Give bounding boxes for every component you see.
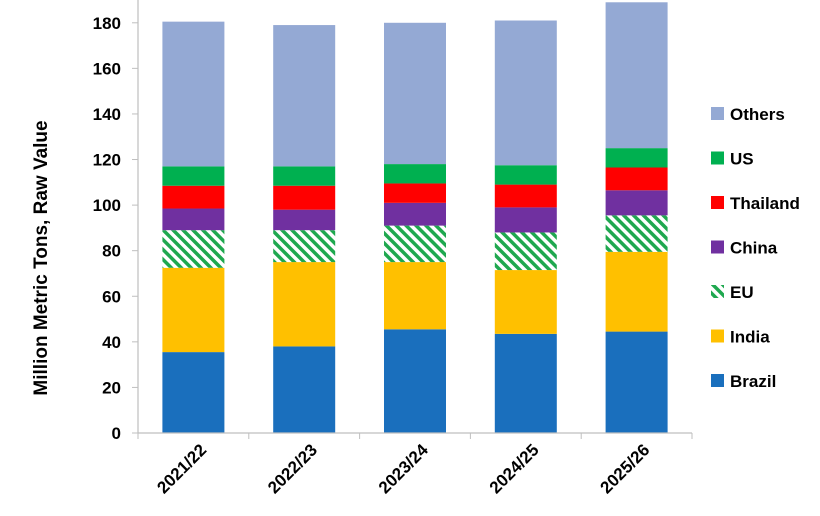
bar-segment-thailand	[605, 167, 668, 191]
legend-label: Thailand	[730, 194, 800, 213]
legend-label: Brazil	[730, 372, 776, 391]
bars	[162, 2, 668, 433]
bar-segment-others	[605, 2, 668, 149]
bar-segment-thailand	[162, 185, 225, 209]
x-tick-label: 2021/22	[153, 440, 210, 497]
legend-swatch	[711, 107, 724, 120]
legend-item-thailand: Thailand	[711, 194, 800, 213]
bar-segment-thailand	[494, 184, 557, 208]
bar-segment-eu	[384, 225, 446, 263]
legend-item-china: China	[711, 239, 778, 258]
bar-segment-thailand	[273, 185, 336, 210]
bar-segment-others	[162, 21, 225, 167]
legend-swatch	[711, 329, 724, 343]
bar-segment-india	[162, 267, 225, 353]
y-tick-label: 160	[93, 59, 121, 78]
y-axis-title-group: Million Metric Tons, Raw Value	[31, 120, 52, 395]
legend-item-india: India	[711, 328, 770, 347]
axes	[137, 0, 693, 439]
bar-segment-us	[273, 166, 336, 186]
bar-segment-us	[162, 166, 225, 186]
bar-segment-others	[384, 22, 446, 165]
bar-segment-china	[384, 202, 446, 226]
bar-segment-india	[273, 262, 336, 347]
x-axis-labels: 2021/22 2022/23 2023/24 2024/25 2025/26	[153, 440, 653, 497]
bar-stack-2021-22	[162, 21, 225, 433]
bar-segment-eu	[162, 230, 225, 268]
y-tick-label: 60	[102, 287, 121, 306]
x-tick-label: 2025/26	[597, 440, 654, 497]
legend-label: China	[730, 239, 778, 258]
y-tick-label: 140	[93, 105, 121, 124]
bar-segment-eu	[605, 215, 668, 252]
bar-stack-2022-23	[273, 25, 336, 433]
bar-stack-2023-24	[384, 22, 446, 433]
y-axis-title: Million Metric Tons, Raw Value	[31, 120, 52, 395]
bar-segment-india	[605, 251, 668, 332]
bar-segment-china	[494, 207, 557, 233]
y-tick-label: 20	[102, 378, 121, 397]
y-tick-label: 0	[112, 424, 121, 443]
bar-segment-thailand	[384, 183, 446, 203]
legend-item-eu: EU	[711, 283, 754, 302]
bar-segment-china	[273, 209, 336, 231]
legend-item-brazil: Brazil	[711, 372, 776, 391]
y-tick-label: 80	[102, 242, 121, 261]
x-tick-label: 2024/25	[486, 440, 543, 497]
y-tick-label: 100	[93, 196, 121, 215]
bar-segment-others	[494, 20, 557, 166]
bar-segment-us	[605, 148, 668, 168]
legend: Others US Thailand China EU India Brazil	[711, 105, 800, 391]
legend-item-others: Others	[711, 105, 785, 124]
y-tick-label: 180	[93, 14, 121, 33]
legend-swatch	[711, 151, 724, 165]
legend-label: EU	[730, 283, 754, 302]
x-tick-label: 2023/24	[375, 440, 432, 497]
legend-swatch	[711, 374, 724, 387]
bar-segment-brazil	[605, 331, 668, 433]
bar-stack-2025-26	[605, 2, 668, 433]
y-axis-ticks: 0 20 40 60 80 100 120 140 160 180	[93, 14, 138, 443]
bar-segment-eu	[273, 230, 336, 263]
x-tick-label: 2022/23	[264, 440, 321, 497]
y-tick-label: 120	[93, 151, 121, 170]
bar-segment-eu	[494, 232, 557, 271]
legend-label: US	[730, 150, 754, 169]
bar-segment-brazil	[494, 333, 557, 433]
bar-segment-china	[605, 190, 668, 216]
bar-segment-brazil	[273, 346, 336, 433]
legend-item-us: US	[711, 150, 754, 169]
bar-segment-india	[384, 262, 446, 330]
bar-segment-us	[384, 164, 446, 184]
bar-segment-brazil	[384, 329, 446, 433]
legend-swatch	[711, 240, 724, 254]
legend-swatch	[711, 285, 724, 298]
y-tick-label: 40	[102, 333, 121, 352]
bar-segment-india	[494, 270, 557, 334]
bar-segment-china	[162, 208, 225, 231]
bar-segment-brazil	[162, 352, 225, 433]
legend-label: Others	[730, 105, 785, 124]
bar-segment-us	[494, 165, 557, 185]
legend-label: India	[730, 328, 770, 347]
bar-stack-2024-25	[494, 20, 557, 433]
bar-segment-others	[273, 25, 336, 167]
legend-swatch	[711, 196, 724, 209]
